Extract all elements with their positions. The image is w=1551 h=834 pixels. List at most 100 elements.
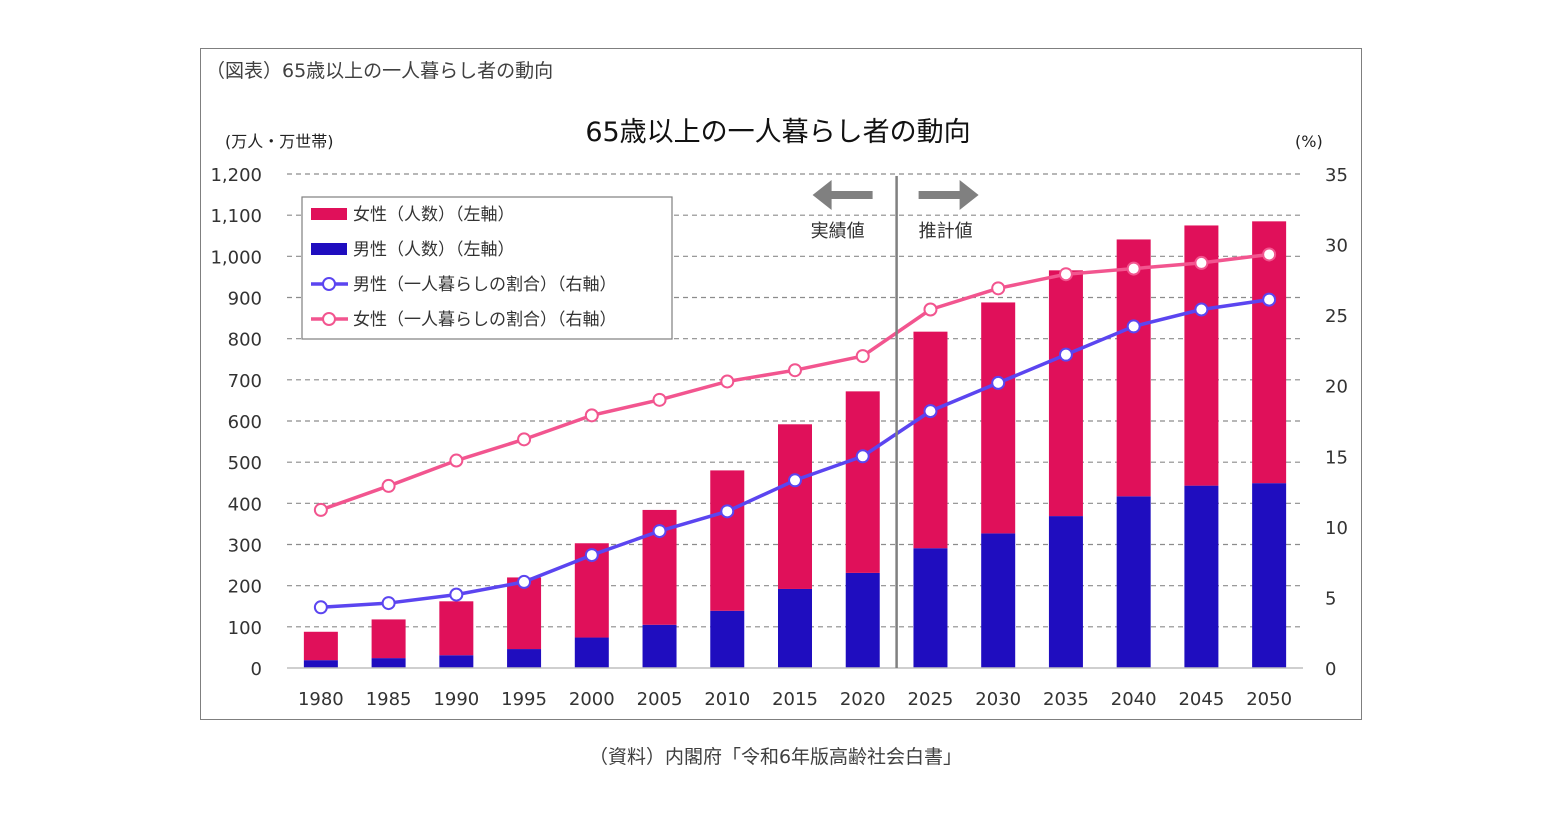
point-male-ratio xyxy=(923,404,938,419)
point-male-ratio xyxy=(991,375,1006,390)
bar-male xyxy=(507,649,542,668)
source-note: （資料）内閣府「令和6年版高齢社会白書」 xyxy=(588,746,963,768)
right-tick-label: 5 xyxy=(1325,588,1336,609)
bar-male xyxy=(642,624,677,668)
bar-male xyxy=(439,655,474,668)
point-male-ratio xyxy=(449,587,464,602)
right-axis-unit: (%) xyxy=(1295,132,1323,151)
bar-female xyxy=(845,391,880,573)
legend-swatch xyxy=(311,208,347,220)
bar-male xyxy=(1048,516,1083,668)
point-female-ratio xyxy=(1194,255,1209,270)
point-male-ratio xyxy=(788,473,802,488)
x-tick-label: 1980 xyxy=(298,689,344,710)
legend-marker xyxy=(322,277,336,291)
point-male-ratio xyxy=(720,504,735,519)
right-tick-label: 10 xyxy=(1325,518,1348,539)
bar-male xyxy=(1184,485,1219,668)
right-arrow-icon xyxy=(918,180,979,210)
figure-label: （図表）65歳以上の一人暮らし者の動向 xyxy=(206,60,554,82)
point-male-ratio xyxy=(855,449,870,464)
bar-female xyxy=(778,424,812,589)
x-tick-label: 2010 xyxy=(704,689,750,710)
right-tick-label: 35 xyxy=(1325,165,1348,186)
point-male-ratio xyxy=(1194,302,1209,317)
point-female-ratio xyxy=(1058,267,1073,282)
left-tick-label: 100 xyxy=(228,618,262,639)
bar-female xyxy=(913,331,948,549)
legend-box xyxy=(301,196,673,340)
legend-label: 女性（一人暮らしの割合）（右軸） xyxy=(353,310,617,330)
x-tick-label: 2015 xyxy=(772,689,818,710)
point-female-ratio xyxy=(449,453,464,468)
point-female-ratio xyxy=(991,281,1006,296)
bar-male xyxy=(1116,496,1151,668)
x-tick-label: 2005 xyxy=(637,689,683,710)
point-female-ratio xyxy=(788,363,802,378)
lines-group xyxy=(313,247,1277,615)
legend: 女性（人数）（左軸） 男性（人数）（左軸） 男性（一人暮らしの割合）（右軸） 女性（一… xyxy=(301,196,673,340)
chart-frame xyxy=(200,48,1362,720)
x-tick-label: 2000 xyxy=(569,689,615,710)
point-female-ratio xyxy=(1126,261,1141,276)
point-female-ratio xyxy=(1262,247,1277,262)
left-tick-label: 300 xyxy=(228,536,262,557)
bar-female xyxy=(439,601,474,656)
right-tick-label: 15 xyxy=(1325,447,1348,468)
left-tick-label: 0 xyxy=(251,659,262,680)
point-male-ratio xyxy=(313,600,328,615)
bar-male xyxy=(1252,483,1287,668)
point-female-ratio xyxy=(855,349,870,364)
point-female-ratio xyxy=(720,374,735,389)
left-tick-label: 200 xyxy=(228,577,262,598)
point-male-ratio xyxy=(381,596,396,611)
x-tick-label: 2020 xyxy=(840,689,886,710)
left-tick-label: 600 xyxy=(228,412,262,433)
bar-female xyxy=(371,619,406,659)
bar-male xyxy=(981,533,1016,668)
axes-group: 01002003004005006007008009001,0001,1001,… xyxy=(210,165,1347,710)
left-tick-label: 500 xyxy=(228,453,262,474)
bar-female xyxy=(303,631,338,661)
bar-male xyxy=(845,572,880,668)
x-tick-label: 2030 xyxy=(975,689,1021,710)
point-female-ratio xyxy=(381,478,396,493)
right-tick-label: 0 xyxy=(1325,659,1336,680)
point-female-ratio xyxy=(517,432,532,447)
point-female-ratio xyxy=(584,408,599,423)
point-male-ratio xyxy=(517,574,532,589)
point-male-ratio xyxy=(584,548,599,563)
bar-male xyxy=(778,588,812,668)
x-tick-label: 2025 xyxy=(908,689,954,710)
legend-swatch xyxy=(311,243,347,255)
bar-male xyxy=(371,658,406,668)
left-tick-label: 700 xyxy=(228,371,262,392)
bar-female xyxy=(1116,239,1151,497)
x-tick-label: 2045 xyxy=(1178,689,1224,710)
bar-male xyxy=(913,548,948,668)
projected-label: 推計値 xyxy=(919,221,973,242)
x-tick-label: 1985 xyxy=(366,689,412,710)
bar-female xyxy=(981,302,1016,534)
left-arrow-icon xyxy=(812,180,873,210)
point-male-ratio xyxy=(1126,319,1141,334)
chart-title: 65歳以上の一人暮らし者の動向 xyxy=(585,117,970,148)
bar-female xyxy=(507,577,542,650)
bar-male xyxy=(303,660,338,668)
left-tick-label: 800 xyxy=(228,330,262,351)
left-tick-label: 1,000 xyxy=(210,247,262,268)
right-tick-label: 20 xyxy=(1325,377,1348,398)
bar-male xyxy=(574,637,609,668)
point-male-ratio xyxy=(1058,347,1073,362)
left-tick-label: 900 xyxy=(228,289,262,310)
right-tick-label: 30 xyxy=(1325,236,1348,257)
legend-label: 男性（一人暮らしの割合）（右軸） xyxy=(353,275,617,295)
point-male-ratio xyxy=(1262,292,1277,307)
bar-female xyxy=(1048,270,1083,517)
legend-marker xyxy=(322,312,336,326)
x-tick-label: 1995 xyxy=(501,689,547,710)
left-tick-label: 1,200 xyxy=(210,165,262,186)
bar-male xyxy=(710,610,745,668)
left-tick-label: 400 xyxy=(228,494,262,515)
